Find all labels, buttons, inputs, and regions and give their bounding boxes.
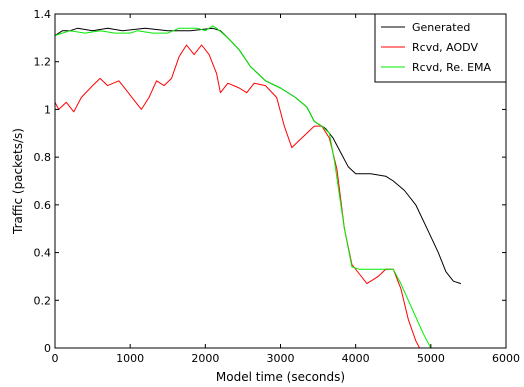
y-tick-label: 1.4 xyxy=(34,8,52,21)
x-tick-label: 4000 xyxy=(342,352,370,365)
y-tick-label: 1.2 xyxy=(34,56,52,69)
series-line-3 xyxy=(54,25,432,349)
y-tick-label: 0.8 xyxy=(34,151,52,164)
y-axis-label: Traffic (packets/s) xyxy=(11,128,25,235)
x-tick-label: 5000 xyxy=(417,352,445,365)
legend-entry: Generated xyxy=(412,21,470,34)
y-tick-label: 0 xyxy=(44,342,51,355)
x-tick-label: 2000 xyxy=(191,352,219,365)
series-layer xyxy=(54,25,462,349)
legend-box xyxy=(374,13,507,83)
y-tick-label: 0.6 xyxy=(34,199,52,212)
x-tick-label: 6000 xyxy=(492,352,520,365)
series-line-2 xyxy=(54,44,421,349)
legend-entry: Rcvd, AODV xyxy=(412,41,478,54)
x-tick-label: 0 xyxy=(52,352,59,365)
legend-entry: Rcvd, Re. EMA xyxy=(412,61,492,74)
y-tick-label: 0.4 xyxy=(34,247,52,260)
x-axis-label: Model time (seconds) xyxy=(216,370,345,383)
y-tick-label: 0.2 xyxy=(34,294,52,307)
x-tick-label: 1000 xyxy=(116,352,144,365)
legend: Generated Rcvd, AODV Rcvd, Re. EMA xyxy=(374,13,507,83)
tick-layer: 0 1000 2000 3000 4000 5000 6000 0 0.2 0.4 0.6 0.8 1 1… xyxy=(34,8,521,365)
y-tick-label: 1 xyxy=(44,103,51,116)
x-tick-label: 3000 xyxy=(267,352,295,365)
